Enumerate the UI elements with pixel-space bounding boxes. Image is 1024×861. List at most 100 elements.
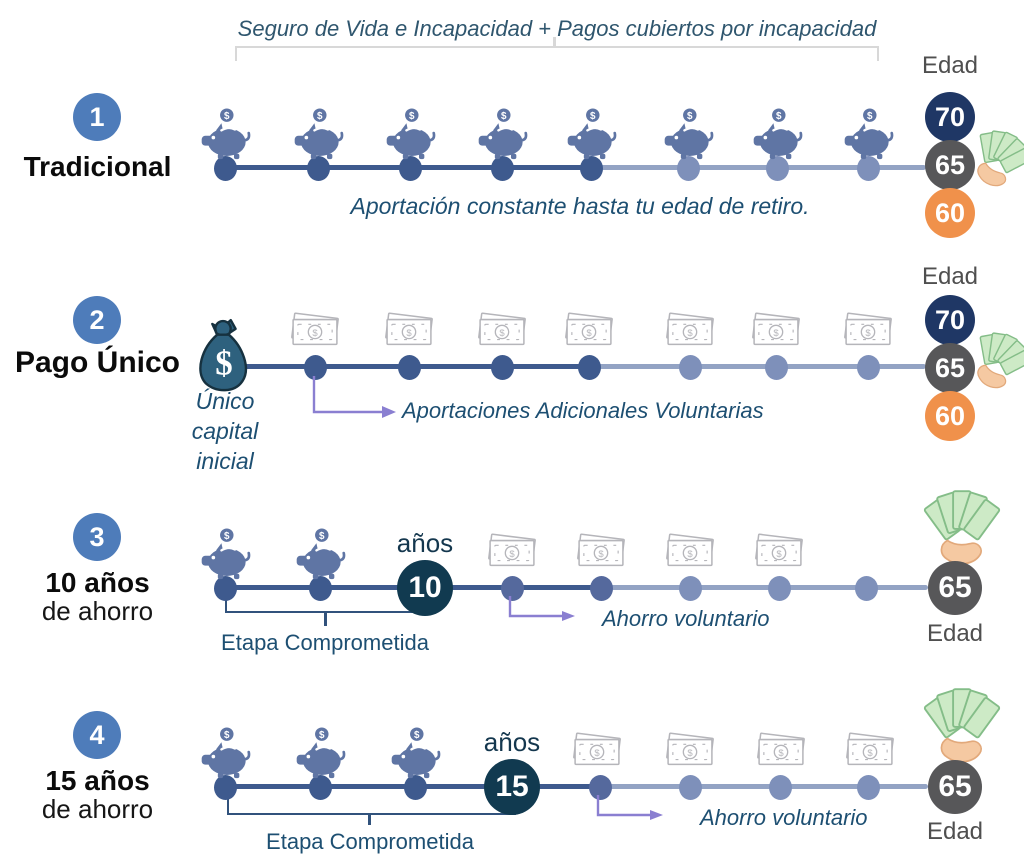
timeline-dot bbox=[308, 774, 332, 800]
banknote-icon bbox=[659, 731, 721, 771]
cash-in-hand-icon bbox=[918, 684, 1006, 772]
banknote-icon bbox=[566, 731, 628, 771]
timeline-dot bbox=[213, 155, 237, 181]
timeline-dot bbox=[678, 354, 702, 380]
row-1-edad-label: Edad bbox=[921, 52, 979, 79]
timeline-dot bbox=[767, 575, 791, 601]
age-badge-65: 65 bbox=[925, 343, 975, 393]
banknote-icon bbox=[748, 532, 810, 572]
cash-in-hand-icon bbox=[918, 486, 1006, 574]
row-4-anos-label: años bbox=[483, 727, 541, 757]
row-3-edad-label: Edad bbox=[926, 620, 984, 647]
piggy-bank-icon bbox=[381, 108, 439, 160]
timeline-dot bbox=[678, 774, 702, 800]
timeline-dot bbox=[500, 575, 524, 601]
age-badge-70: 70 bbox=[925, 295, 975, 345]
bag-caption-line: Único bbox=[195, 388, 255, 414]
timeline-dot bbox=[403, 774, 427, 800]
row-1-caption: Aportación constante hasta tu edad de re… bbox=[350, 193, 810, 219]
row-4-edad-label: Edad bbox=[926, 818, 984, 845]
age-badge-70: 70 bbox=[925, 92, 975, 142]
banknote-icon bbox=[839, 731, 901, 771]
piggy-bank-icon bbox=[291, 727, 349, 779]
age-badge-60: 60 bbox=[925, 188, 975, 238]
step-4-badge: 4 bbox=[73, 711, 121, 759]
timeline-later-segment bbox=[601, 585, 928, 590]
committed-phase-bracket bbox=[227, 795, 516, 815]
timeline-dot bbox=[676, 155, 700, 181]
elbow-arrow-icon bbox=[596, 795, 663, 820]
piggy-bank-icon bbox=[291, 528, 349, 580]
bag-caption-line: inicial bbox=[196, 448, 254, 474]
step-2-number: 2 bbox=[89, 304, 105, 335]
banknote-icon bbox=[471, 311, 533, 351]
timeline-dot bbox=[303, 354, 327, 380]
timeline-later-segment bbox=[592, 165, 926, 170]
header-span-bracket bbox=[235, 46, 879, 61]
timeline-dot bbox=[765, 155, 789, 181]
row-4-bracket-label: Etapa Comprometida bbox=[266, 829, 474, 854]
committed-phase-bracket-tick bbox=[368, 813, 371, 825]
header-bracket-notch bbox=[553, 37, 556, 47]
banknote-icon bbox=[570, 532, 632, 572]
piggy-bank-icon bbox=[196, 528, 254, 580]
piggy-bank-icon bbox=[289, 108, 347, 160]
banknote-icon bbox=[284, 311, 346, 351]
row-3-annotation: Ahorro voluntario bbox=[602, 606, 770, 631]
banknote-icon bbox=[750, 731, 812, 771]
timeline-dot bbox=[398, 155, 422, 181]
banknote-icon bbox=[745, 311, 807, 351]
piggy-bank-icon bbox=[473, 108, 531, 160]
piggy-bank-icon bbox=[196, 727, 254, 779]
bag-caption: Único capital inicial bbox=[165, 386, 285, 476]
row-3-title: 10 años bbox=[45, 567, 150, 598]
committed-phase-bracket-tick bbox=[324, 611, 327, 626]
timeline-dot bbox=[397, 354, 421, 380]
elbow-arrow-icon bbox=[508, 596, 575, 621]
row-4-annotation: Ahorro voluntario bbox=[700, 805, 868, 830]
row-4-years-badge: 15 bbox=[484, 759, 540, 815]
row-3-bracket-label: Etapa Comprometida bbox=[221, 630, 429, 655]
piggy-bank-icon bbox=[748, 108, 806, 160]
timeline-dot bbox=[213, 575, 237, 601]
row-3-anos-label: años bbox=[396, 528, 454, 558]
timeline-dot bbox=[678, 575, 702, 601]
elbow-arrow-icon bbox=[312, 376, 396, 418]
timeline-dot bbox=[213, 774, 237, 800]
timeline-dot bbox=[490, 155, 514, 181]
banknote-icon bbox=[481, 532, 543, 572]
timeline-dot bbox=[588, 774, 612, 800]
money-bag-icon bbox=[192, 316, 254, 394]
step-2-badge: 2 bbox=[73, 296, 121, 344]
age-badge-60: 60 bbox=[925, 391, 975, 441]
timeline-dot bbox=[856, 155, 880, 181]
bag-caption-line: capital bbox=[191, 418, 259, 444]
piggy-bank-icon bbox=[196, 108, 254, 160]
timeline-dot bbox=[764, 354, 788, 380]
timeline-dot bbox=[589, 575, 613, 601]
timeline-dot bbox=[768, 774, 792, 800]
row-3-subtitle: de ahorro bbox=[41, 596, 154, 626]
row-1-title: Tradicional bbox=[23, 151, 172, 182]
step-4-number: 4 bbox=[89, 719, 105, 750]
timeline-dot bbox=[856, 354, 880, 380]
row-2-title: Pago Único bbox=[14, 346, 180, 379]
piggy-bank-icon bbox=[562, 108, 620, 160]
timeline-later-segment bbox=[600, 784, 928, 789]
banknote-icon bbox=[558, 311, 620, 351]
timeline-later-segment bbox=[590, 364, 926, 369]
timeline-dot bbox=[856, 774, 880, 800]
banknote-icon bbox=[659, 311, 721, 351]
age-badge-65: 65 bbox=[928, 561, 982, 615]
timeline-dot bbox=[308, 575, 332, 601]
step-1-number: 1 bbox=[89, 101, 105, 132]
timeline-dot bbox=[577, 354, 601, 380]
piggy-bank-icon bbox=[659, 108, 717, 160]
step-1-badge: 1 bbox=[73, 93, 121, 141]
